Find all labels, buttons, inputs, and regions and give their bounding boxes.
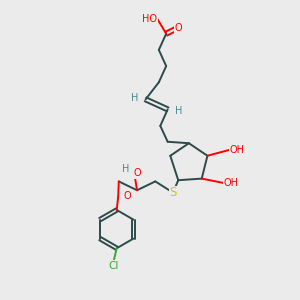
Text: O: O bbox=[123, 191, 131, 201]
Text: S: S bbox=[169, 186, 177, 199]
Text: Cl: Cl bbox=[109, 261, 119, 271]
Text: H: H bbox=[175, 106, 182, 116]
Text: O: O bbox=[133, 169, 141, 178]
Text: OH: OH bbox=[230, 145, 244, 155]
Text: OH: OH bbox=[224, 178, 239, 188]
Text: H: H bbox=[122, 164, 130, 174]
Text: H: H bbox=[131, 93, 138, 103]
Text: HO: HO bbox=[142, 14, 158, 24]
Text: O: O bbox=[174, 23, 182, 33]
